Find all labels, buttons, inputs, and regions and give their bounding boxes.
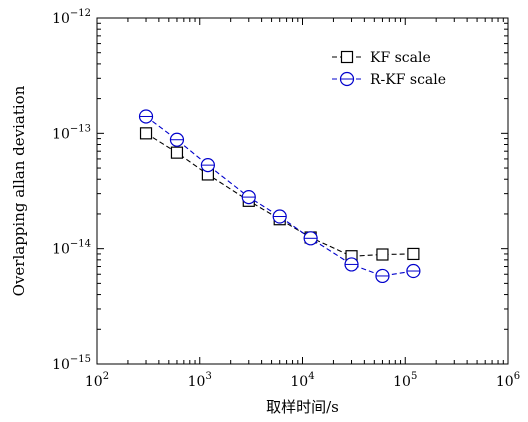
- circle-marker: [344, 257, 359, 272]
- y-tick-label: 10−15: [52, 354, 91, 373]
- circle-marker: [200, 158, 215, 173]
- plot-frame: [96, 17, 509, 365]
- circle-marker: [375, 268, 390, 284]
- y-tick-label: 10−13: [52, 123, 91, 142]
- circle-marker: [303, 231, 318, 246]
- series-line: [145, 116, 414, 277]
- x-tick-label: 102: [85, 371, 109, 390]
- y-axis-label: Overlapping allan deviation: [10, 85, 28, 296]
- x-tick-label: 106: [496, 371, 520, 390]
- tick-labels: 102 103 104 105 106 10−15 10−14 10−13 10−12: [52, 8, 520, 390]
- series-1: [139, 127, 420, 263]
- series-layer: [138, 109, 421, 284]
- legend: KF scale R-KF scale: [332, 50, 446, 88]
- square-marker: [139, 127, 153, 140]
- y-tick-label: 10−12: [52, 8, 91, 27]
- x-tick-label: 104: [290, 371, 314, 390]
- legend-label: KF scale: [370, 50, 431, 66]
- circle-marker: [241, 189, 256, 205]
- legend-entry: KF scale: [332, 50, 431, 66]
- series-2: [138, 109, 421, 284]
- x-axis-label: 取样时间/s: [266, 398, 339, 416]
- square-marker: [170, 146, 184, 159]
- circle-marker: [406, 263, 421, 279]
- x-tick-label: 103: [188, 371, 212, 390]
- circle-marker: [169, 132, 185, 147]
- square-marker: [376, 248, 389, 261]
- legend-circle-marker: [339, 71, 355, 87]
- circle-marker: [272, 209, 287, 224]
- circle-marker: [138, 109, 154, 124]
- legend-square-marker: [340, 50, 354, 64]
- axis-ticks: [96, 17, 509, 365]
- y-tick-label: 10−14: [52, 239, 91, 258]
- legend-label: R-KF scale: [370, 72, 446, 88]
- series-line: [145, 132, 414, 257]
- legend-entry: R-KF scale: [332, 71, 446, 88]
- square-marker: [407, 247, 420, 261]
- x-tick-label: 105: [393, 371, 417, 390]
